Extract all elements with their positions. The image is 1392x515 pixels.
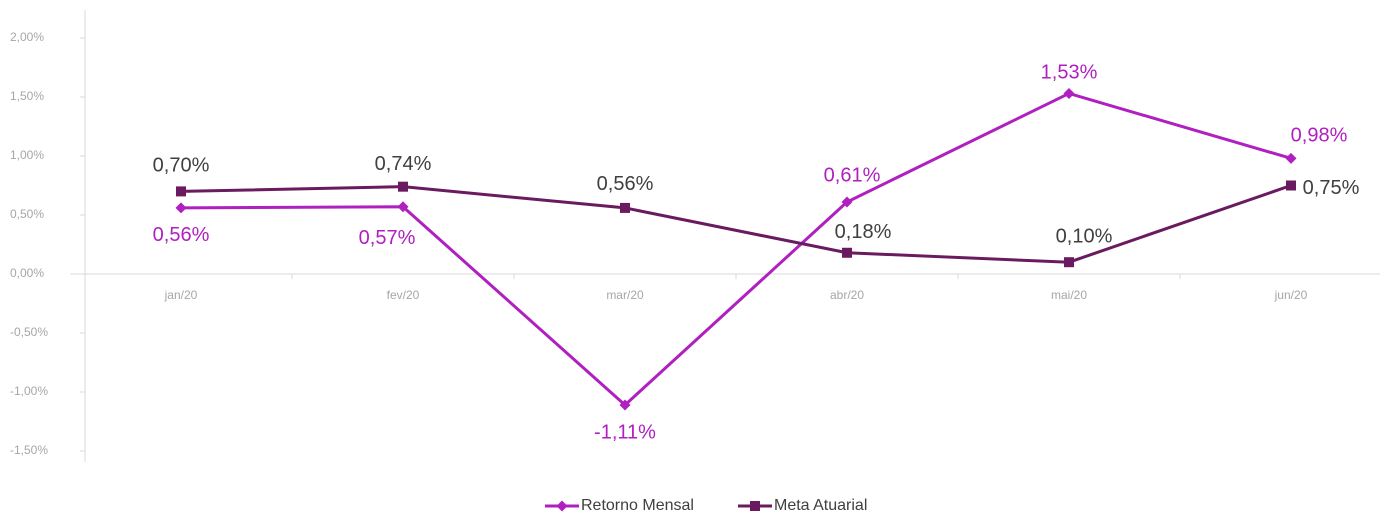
marker: [1286, 180, 1296, 191]
data-label: 0,10%: [1056, 225, 1113, 247]
marker: [397, 201, 409, 213]
data-label: 1,53%: [1041, 62, 1098, 84]
marker: [176, 186, 186, 197]
legend-label: Meta Atuarial: [774, 497, 867, 514]
x-tick-label: jan/20: [164, 288, 198, 302]
marker: [619, 399, 631, 411]
marker: [750, 501, 760, 511]
data-label: 0,18%: [835, 221, 892, 243]
y-tick-label: 1,50%: [10, 89, 44, 103]
data-label: 0,74%: [375, 153, 432, 175]
marker: [1063, 87, 1075, 99]
x-tick-label: fev/20: [387, 288, 420, 302]
x-tick-label: abr/20: [830, 288, 864, 302]
marker: [1285, 152, 1297, 164]
marker: [841, 196, 853, 208]
legend-label: Retorno Mensal: [581, 497, 694, 514]
data-label: 0,75%: [1303, 177, 1360, 199]
y-tick-label: -0,50%: [10, 325, 48, 339]
data-label: 0,98%: [1291, 125, 1348, 147]
data-label: 0,70%: [153, 155, 210, 177]
data-label: -1,11%: [594, 421, 656, 443]
series-line: [180, 184, 1292, 264]
marker: [175, 202, 187, 214]
y-tick-label: -1,50%: [10, 443, 48, 457]
x-tick-label: jun/20: [1274, 288, 1308, 302]
series-line: [180, 91, 1292, 408]
y-tick-label: -1,00%: [10, 384, 48, 398]
data-label: 0,61%: [824, 164, 881, 186]
y-tick-label: 0,50%: [10, 207, 44, 221]
y-tick-label: 2,00%: [10, 30, 44, 44]
data-label: 0,56%: [597, 173, 654, 195]
x-tick-label: mar/20: [606, 288, 644, 302]
y-tick-label: 0,00%: [10, 266, 44, 280]
marker: [842, 247, 852, 258]
marker: [620, 202, 630, 213]
marker: [398, 181, 408, 192]
x-tick-label: mai/20: [1051, 288, 1087, 302]
y-tick-label: 1,00%: [10, 148, 44, 162]
marker: [1064, 257, 1074, 268]
data-label: 0,56%: [153, 224, 210, 246]
marker: [556, 500, 568, 512]
data-label: 0,57%: [359, 227, 416, 249]
